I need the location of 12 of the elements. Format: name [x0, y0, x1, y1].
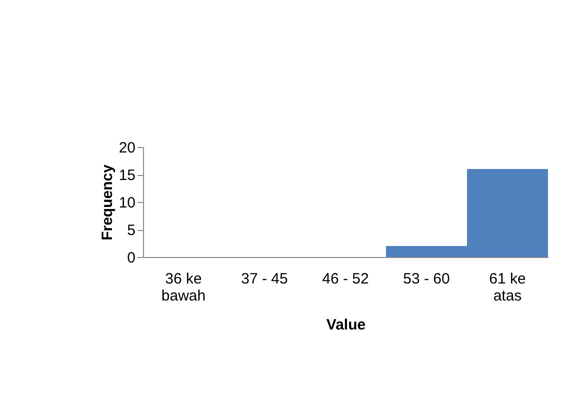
y-tick-label: 5 [127, 222, 136, 239]
y-tick-label: 20 [118, 140, 136, 156]
y-axis-title: Frequency [98, 164, 116, 240]
x-tick-label: 61 ke atas [489, 270, 526, 304]
y-tick-label: 10 [118, 194, 136, 212]
x-tick-label: 37 - 45 [241, 270, 288, 288]
x-tick-label: 36 ke bawah [161, 270, 206, 304]
x-tick-label: 53 - 60 [403, 270, 450, 288]
y-tick-label: 0 [127, 250, 136, 266]
x-axis-title: Value [326, 316, 366, 334]
y-tick-label: 15 [118, 167, 136, 184]
x-tick-label: 46 - 52 [322, 270, 369, 288]
